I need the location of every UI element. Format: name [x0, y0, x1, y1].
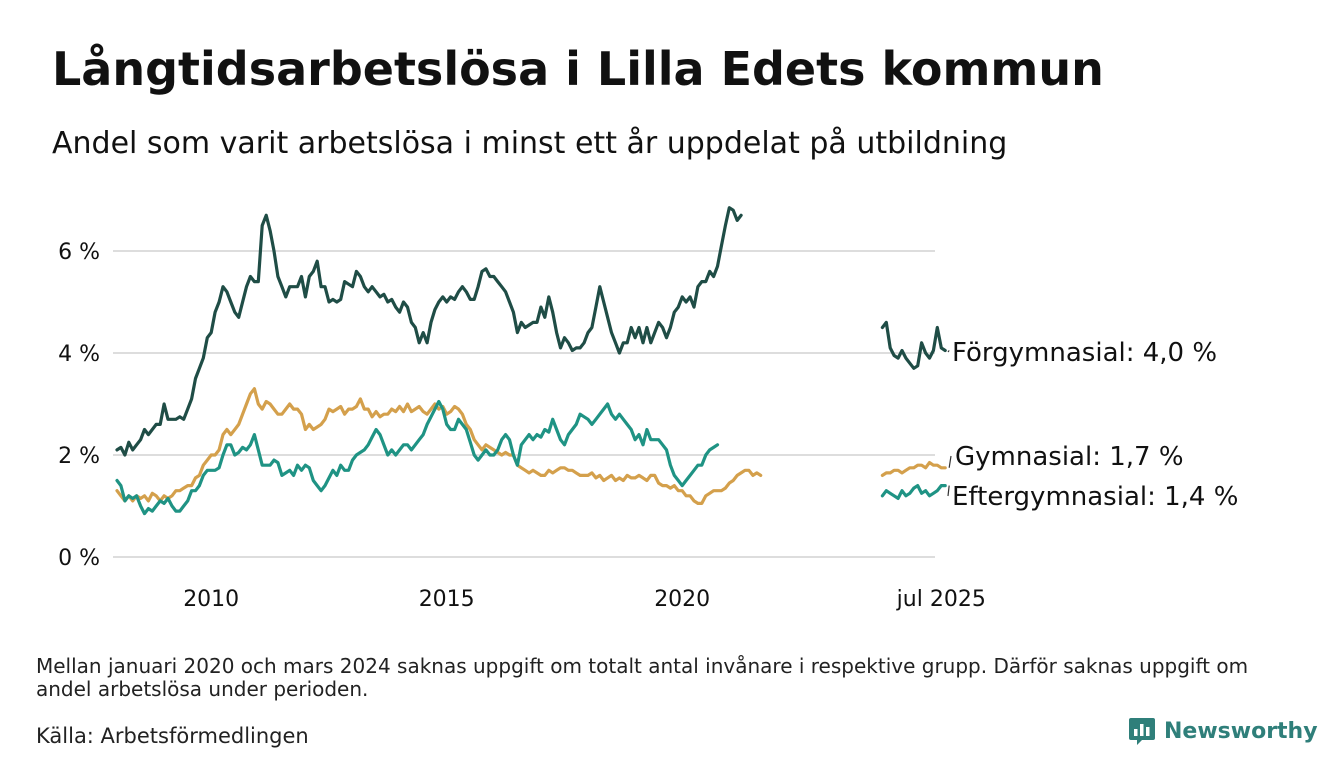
- series-end-label-gymnasial: Gymnasial: 1,7 %: [955, 442, 1184, 472]
- series-line-förgymnasial-segment-1: [115, 206, 743, 457]
- footnote: Mellan januari 2020 och mars 2024 saknas…: [36, 654, 1249, 701]
- chart-title: Långtidsarbetslösa i Lilla Edets kommun: [52, 42, 1104, 96]
- label-leader-line: [948, 455, 952, 468]
- series-line-gymnasial-segment-2: [880, 461, 947, 477]
- series-end-label-eftergymnasial: Eftergymnasial: 1,4 %: [952, 482, 1238, 512]
- gridlines: [113, 250, 935, 558]
- y-tick-label: 2 %: [58, 444, 100, 469]
- newsworthy-logo-icon: [1129, 718, 1155, 745]
- series-line-gymnasial-segment-1: [115, 387, 763, 505]
- label-leader-line: [947, 350, 950, 353]
- y-tick-label: 4 %: [58, 342, 100, 367]
- x-tick-label: jul 2025: [896, 587, 986, 612]
- series-line-eftergymnasial-segment-2: [880, 484, 947, 500]
- brand-name: Newsworthy: [1164, 718, 1318, 744]
- y-tick-label: 6 %: [58, 240, 100, 265]
- x-tick-label: 2010: [183, 587, 239, 612]
- brand-logo[interactable]: Newsworthy: [1128, 716, 1318, 746]
- x-tick-label: 2015: [419, 587, 475, 612]
- series-end-labels: Förgymnasial: 4,0 % Gymnasial: 1,7 % Efter…: [947, 338, 1238, 512]
- y-axis-tick-labels: 0 % 2 % 4 % 6 %: [58, 240, 100, 571]
- series-lines: [115, 206, 947, 516]
- y-tick-label: 0 %: [58, 546, 100, 571]
- label-leader-line: [947, 485, 950, 497]
- series-end-label-förgymnasial: Förgymnasial: 4,0 %: [952, 338, 1217, 368]
- series-line-förgymnasial-segment-2: [880, 320, 947, 370]
- x-axis-tick-labels: 2010 2015 2020 jul 2025: [183, 587, 986, 612]
- series-line-eftergymnasial-segment-1: [115, 399, 720, 516]
- source-note: Källa: Arbetsförmedlingen: [36, 724, 309, 748]
- chart-subtitle: Andel som varit arbetslösa i minst ett å…: [52, 126, 1008, 161]
- line-chart: 0 % 2 % 4 % 6 % 2010 2015 2020 jul 2025 Förgym…: [58, 206, 1238, 612]
- x-tick-label: 2020: [654, 587, 710, 612]
